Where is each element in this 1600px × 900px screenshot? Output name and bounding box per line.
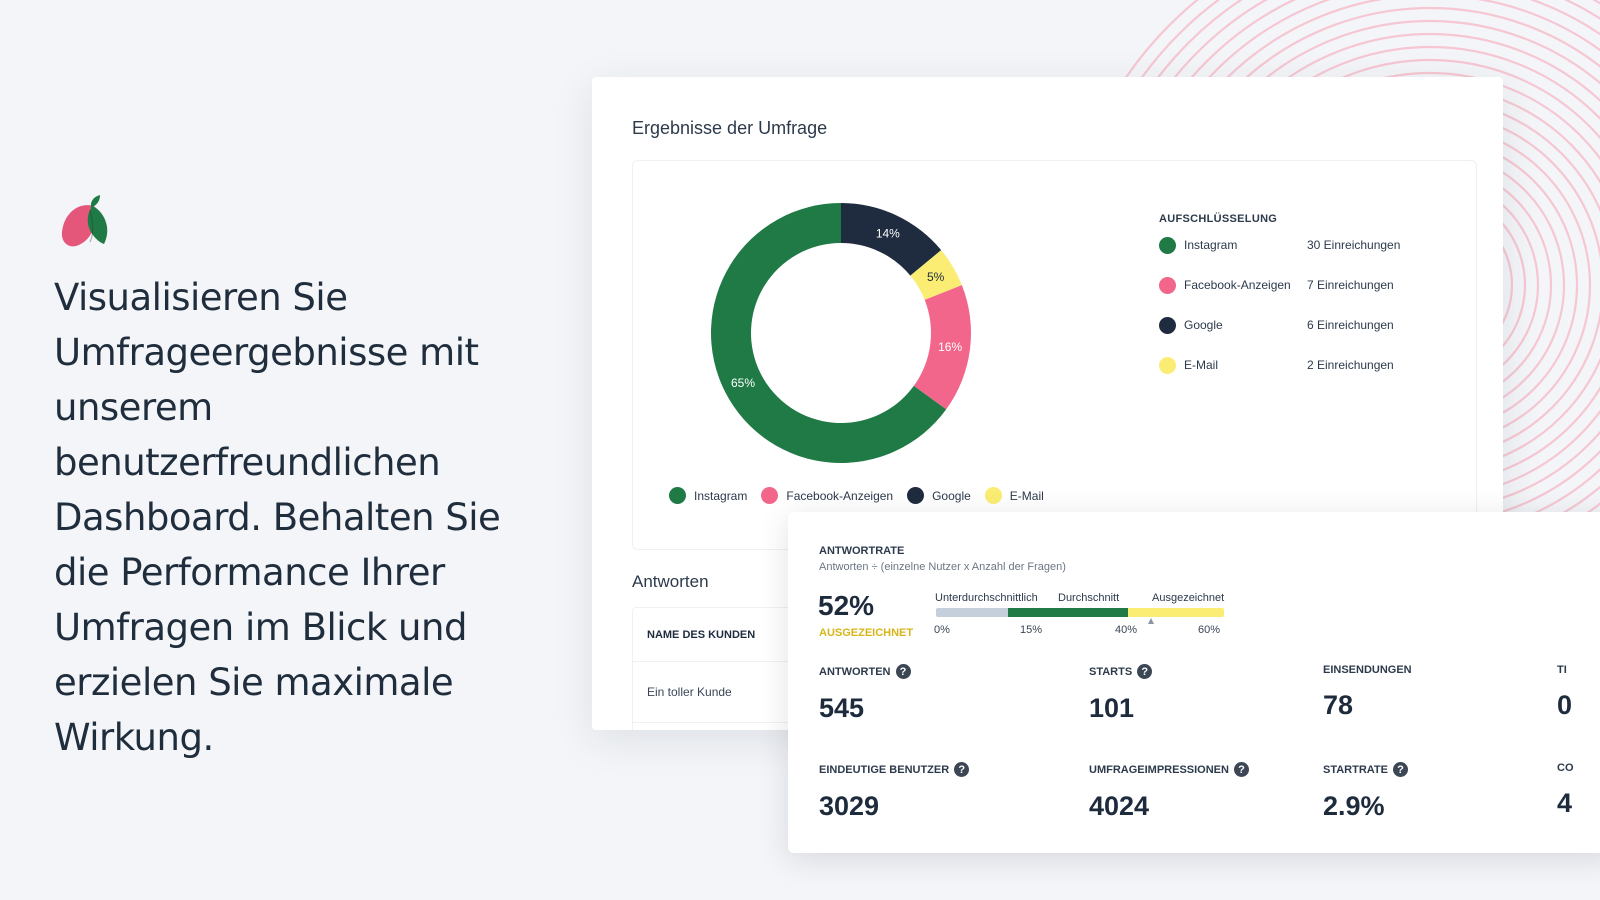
stat-value: 101 <box>1089 693 1135 723</box>
help-icon[interactable]: ? <box>1392 762 1408 777</box>
chart-legend: Instagram Facebook-Anzeigen Google E-Mai… <box>669 487 1044 504</box>
donut-chart: 14% 5% 16% 65% <box>711 203 971 463</box>
rate-segment <box>936 608 1008 617</box>
donut-slice-e-mail[interactable] <box>910 250 962 300</box>
stat-start-rate: STARTRATE? 2.9% <box>1323 762 1408 822</box>
help-icon[interactable]: ? <box>954 762 970 777</box>
breakdown-count: 6 Einreichungen <box>1307 318 1394 332</box>
stat-label: EINDEUTIGE BENUTZER <box>819 763 950 776</box>
breakdown-count: 30 Einreichungen <box>1307 238 1401 252</box>
stat-truncated-1: TI 0 <box>1557 664 1572 721</box>
donut-slice-google[interactable] <box>841 203 942 276</box>
legend-label-facebook: Facebook-Anzeigen <box>786 488 894 503</box>
response-rate-formula: Antworten ÷ (einzelne Nutzer x Anzahl de… <box>819 561 1066 573</box>
response-rate-value: 52% <box>818 590 875 621</box>
stat-value: 2.9% <box>1323 791 1385 821</box>
legend-label-instagram: Instagram <box>694 488 748 503</box>
legend-item-google[interactable]: Google <box>907 487 971 504</box>
help-icon[interactable]: ? <box>895 664 911 679</box>
stat-submissions: EINSENDUNGEN 78 <box>1323 664 1412 721</box>
tick-label: 0% <box>934 624 950 636</box>
stat-value: 3029 <box>819 791 880 821</box>
help-icon[interactable]: ? <box>1233 762 1249 777</box>
answers-title: Antworten <box>632 572 709 591</box>
breakdown-dot <box>1159 356 1176 374</box>
stat-label: TI <box>1557 664 1567 676</box>
stat-responses: ANTWORTEN? 545 <box>819 664 911 724</box>
breakdown-dot <box>1159 236 1176 254</box>
breakdown-name: Google <box>1184 318 1223 332</box>
stat-value: 4024 <box>1089 791 1150 821</box>
tick-label: 15% <box>1020 624 1043 636</box>
breakdown-name: Instagram <box>1184 238 1238 252</box>
customer-table: NAME DES KUNDEN Ein toller Kunde <box>632 607 934 730</box>
segment-label-below-average: Unterdurchschnittlich <box>935 592 1038 604</box>
stat-label: CO <box>1557 762 1574 774</box>
donut-slice-facebook-anzeigen[interactable] <box>913 285 971 410</box>
table-row[interactable]: Ein toller Kunde <box>633 662 933 723</box>
stat-truncated-2: CO 4 <box>1557 762 1574 819</box>
donut-label: 5% <box>927 270 945 284</box>
breakdown-name: E-Mail <box>1184 358 1219 372</box>
stat-label: EINSENDUNGEN <box>1323 664 1412 676</box>
legend-dot-facebook <box>761 487 779 504</box>
stat-label: UMFRAGEIMPRESSIONEN <box>1089 763 1229 776</box>
legend-item-email[interactable]: E-Mail <box>984 487 1044 504</box>
donut-label: 14% <box>876 226 900 240</box>
legend-label-google: Google <box>932 488 971 503</box>
legend-dot-email <box>984 487 1002 504</box>
legend-dot-google <box>907 487 925 504</box>
breakdown-row: Facebook-Anzeigen 7 Einreichungen <box>1159 265 1400 305</box>
help-icon[interactable]: ? <box>1137 664 1153 679</box>
stat-value: 4 <box>1557 788 1573 818</box>
legend-item-instagram[interactable]: Instagram <box>669 487 747 504</box>
response-rate-marker <box>1148 618 1154 624</box>
segment-label-average: Durchschnitt <box>1058 592 1120 604</box>
stat-value: 545 <box>819 693 865 723</box>
stat-value: 0 <box>1557 690 1573 720</box>
legend-dot-instagram <box>669 487 686 504</box>
breakdown-dot <box>1159 276 1176 294</box>
breakdown-list: AUFSCHLÜSSELUNG Instagram 30 Einreichunge… <box>1159 213 1400 385</box>
legend-label-email: E-Mail <box>1009 488 1044 503</box>
breakdown-name: Facebook-Anzeigen <box>1184 278 1291 292</box>
breakdown-count: 2 Einreichungen <box>1307 358 1394 372</box>
response-rate-title: ANTWORTRATE <box>819 545 905 557</box>
strawberry-leaf-logo-icon <box>61 195 108 247</box>
breakdown-row: Instagram 30 Einreichungen <box>1159 225 1400 265</box>
stat-label: STARTS <box>1089 665 1133 678</box>
stat-starts: STARTS? 101 <box>1089 664 1153 724</box>
rate-segment <box>1128 608 1224 617</box>
stat-unique-users: EINDEUTIGE BENUTZER? 3029 <box>819 762 970 822</box>
column-header-customer-name[interactable]: NAME DES KUNDEN <box>633 608 933 662</box>
card-title: Ergebnisse der Umfrage <box>632 118 828 138</box>
donut-label: 16% <box>938 340 962 354</box>
donut-label: 65% <box>731 376 755 390</box>
stat-value: 78 <box>1323 690 1354 720</box>
breakdown-row: E-Mail 2 Einreichungen <box>1159 345 1400 385</box>
rate-segment <box>1008 608 1128 617</box>
response-rate-rating: AUSGEZEICHNET <box>819 627 914 639</box>
stat-survey-impressions: UMFRAGEIMPRESSIONEN? 4024 <box>1089 762 1249 822</box>
breakdown-title: AUFSCHLÜSSELUNG <box>1159 213 1278 225</box>
breakdown-dot <box>1159 316 1176 334</box>
breakdown-row: Google 6 Einreichungen <box>1159 305 1400 345</box>
stat-label: ANTWORTEN <box>819 665 891 678</box>
segment-label-excellent: Ausgezeichnet <box>1152 592 1225 604</box>
stat-label: STARTRATE <box>1323 763 1388 776</box>
chart-panel: 14% 5% 16% 65% Instagram Facebook-Anzeigen … <box>632 160 1477 550</box>
breakdown-count: 7 Einreichungen <box>1307 278 1394 292</box>
stats-card: ANTWORTRATE Antworten ÷ (einzelne Nutzer… <box>788 512 1600 853</box>
tick-label: 40% <box>1115 624 1138 636</box>
donut-slice-instagram[interactable] <box>711 203 947 463</box>
legend-item-facebook[interactable]: Facebook-Anzeigen <box>761 487 893 504</box>
headline: Visualisieren Sie Umfrageergebnisse mit … <box>54 276 501 759</box>
response-rate-bar <box>936 608 1224 617</box>
tick-label: 60% <box>1198 624 1221 636</box>
